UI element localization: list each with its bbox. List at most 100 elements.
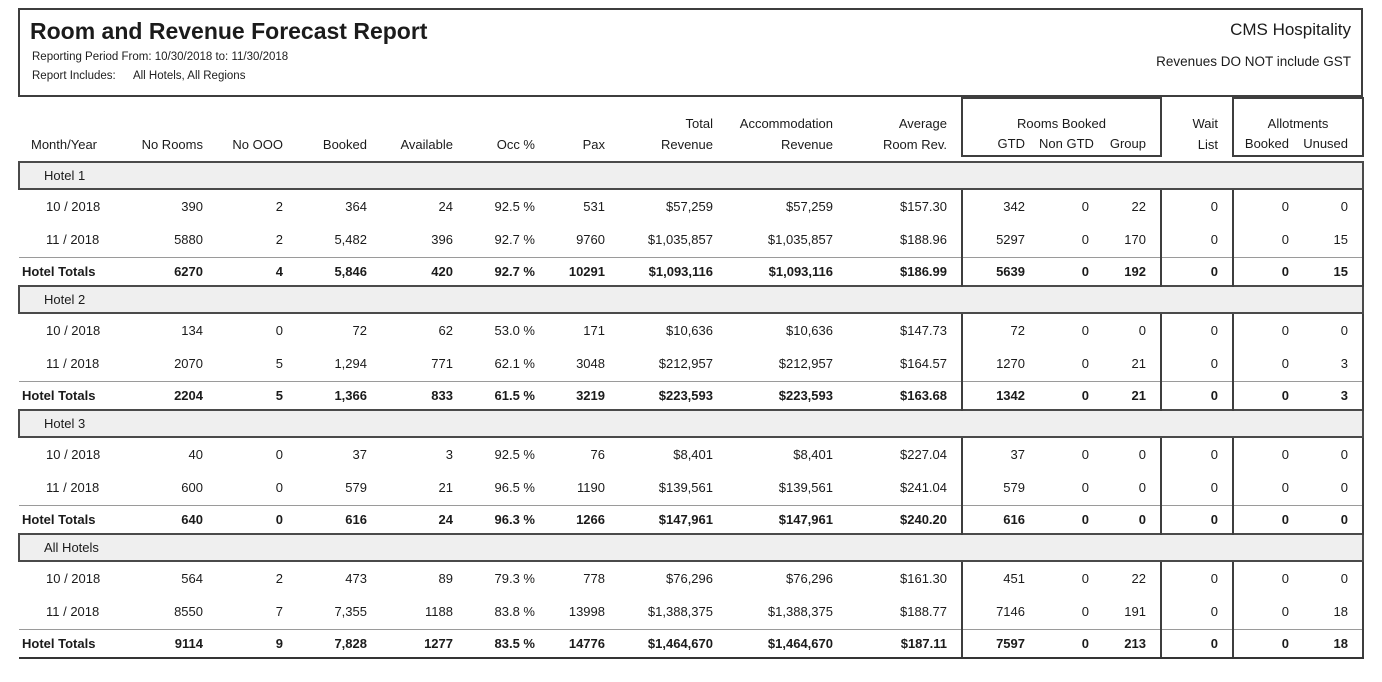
table-body: Hotel 1 10 / 2018 390 2 364 24 92.5 % 531 $57,25…: [17, 161, 1365, 659]
cell: 0: [1281, 199, 1289, 214]
cell: 0: [1081, 571, 1089, 586]
cell: 6270: [137, 256, 217, 286]
col-header-occ: Occ %: [496, 137, 535, 152]
table-row: 11 / 2018 5880 2 5,482 396 92.7 % 9760 $1,035,8…: [19, 223, 1365, 257]
cell: 92.7 %: [494, 232, 535, 248]
col-header-accommodation-revenue: Revenue: [780, 137, 833, 152]
report-header-left: Room and Revenue Forecast Report Reporti…: [30, 16, 427, 95]
totals-row: Hotel Totals 6270 4 5,846 420 92.7 % 10291 $1,0…: [19, 256, 1365, 286]
report-includes-label: Report Includes:: [32, 70, 116, 82]
cell: $188.96: [900, 232, 947, 248]
cell: $57,259: [666, 199, 713, 214]
cell: 0: [1161, 504, 1234, 534]
cell: 5639: [961, 256, 1039, 286]
cell: 0: [1233, 380, 1303, 410]
col-header-month-year: Month/Year: [31, 137, 98, 152]
cell: 0: [1081, 604, 1089, 620]
cell: $8,401: [793, 447, 833, 462]
cell: 531: [583, 199, 605, 214]
cell: 62: [438, 323, 453, 338]
report-includes-value: All Hotels, All Regions: [132, 70, 246, 82]
cell: 0: [1081, 199, 1089, 214]
col-group-rooms-booked: Rooms Booked: [961, 97, 1162, 132]
row-label: 11 / 2018: [46, 480, 100, 496]
col-header-non-gtd: Non GTD: [1039, 132, 1103, 157]
cell: 0: [1161, 380, 1234, 410]
col-header-booked: Booked: [322, 137, 367, 152]
cell: $186.99: [847, 256, 962, 286]
table-row: 10 / 2018 134 0 72 62 53.0 % 171 $10,636 $10,636…: [19, 313, 1365, 347]
cell: 396: [431, 232, 453, 248]
cell: 83.8 %: [494, 604, 535, 620]
cell: 0: [1303, 471, 1365, 505]
table-row: 10 / 2018 564 2 473 89 79.3 % 778 $76,296 $76,29…: [19, 561, 1365, 595]
cell: 83.5 %: [467, 628, 549, 659]
cell: 61.5 %: [467, 380, 549, 410]
cell: 5,482: [334, 232, 367, 248]
cell: $157.30: [900, 199, 947, 214]
cell: 0: [1233, 256, 1303, 286]
cell: 72: [352, 323, 367, 338]
cell: 0: [1161, 347, 1234, 381]
cell: $212,957: [778, 356, 833, 372]
section-header: Hotel 2: [17, 285, 1365, 314]
section-band: All Hotels: [17, 533, 1365, 562]
col-header-allot-booked: Booked: [1232, 132, 1303, 157]
row-label: 10 / 2018: [46, 571, 101, 586]
col-header-available: Available: [400, 137, 453, 152]
cell: 7597: [961, 628, 1039, 659]
cell: $240.20: [847, 504, 962, 534]
cell: 5297: [961, 223, 1039, 257]
cell: 2204: [137, 380, 217, 410]
cell: $223,593: [619, 380, 727, 410]
section-header: All Hotels: [17, 533, 1365, 562]
cell: 10291: [549, 256, 619, 286]
report-header: Room and Revenue Forecast Report Reporti…: [18, 8, 1363, 97]
cell: 2: [275, 199, 283, 214]
cell: $10,636: [786, 323, 833, 338]
cell: 37: [352, 447, 367, 462]
cell: 53.0 %: [494, 323, 535, 338]
cell: 0: [1103, 313, 1162, 347]
cell: 600: [181, 480, 203, 496]
cell: 0: [1303, 437, 1365, 471]
cell: 5: [275, 356, 283, 372]
cell: 0: [1161, 313, 1234, 347]
cell: $1,464,670: [727, 628, 847, 659]
header-spacer: [19, 98, 619, 132]
cell: 79.3 %: [494, 571, 535, 586]
cell: 1342: [961, 380, 1039, 410]
col-header-average: Average: [898, 116, 947, 131]
col-header-room-rev: Room Rev.: [882, 137, 947, 152]
cell: 1277: [381, 628, 467, 659]
cell: 0: [1161, 189, 1234, 223]
cell: $1,093,116: [619, 256, 727, 286]
cell: 0: [1103, 504, 1162, 534]
row-label: 10 / 2018: [46, 199, 101, 214]
cell: 92.5 %: [494, 199, 535, 214]
cell: 171: [583, 323, 605, 338]
cell: $1,035,857: [647, 232, 713, 248]
cell: $147,961: [727, 504, 847, 534]
cell: 0: [1081, 232, 1089, 248]
cell: $1,035,857: [767, 232, 833, 248]
cell: 72: [961, 313, 1039, 347]
cell: 134: [181, 323, 203, 338]
row-label: Hotel Totals: [19, 504, 137, 534]
col-header-gtd: GTD: [961, 132, 1039, 157]
cell: 3: [1303, 380, 1365, 410]
cell: 616: [297, 504, 381, 534]
cell: 0: [1303, 313, 1365, 347]
cell: 37: [961, 437, 1039, 471]
cell: 0: [1081, 323, 1089, 338]
cell: 76: [590, 447, 605, 462]
cell: 3: [1303, 347, 1365, 381]
table-row: 10 / 2018 390 2 364 24 92.5 % 531 $57,259 $57,25…: [19, 189, 1365, 223]
cell: 5880: [174, 232, 203, 248]
cell: 1270: [961, 347, 1039, 381]
cell: 420: [381, 256, 467, 286]
cell: $57,259: [786, 199, 833, 214]
forecast-table: Total Accommodation Average Rooms Booked…: [17, 97, 1365, 659]
row-label: 10 / 2018: [46, 323, 101, 338]
report-includes: Report Includes: All Hotels, All Regions: [32, 70, 427, 82]
